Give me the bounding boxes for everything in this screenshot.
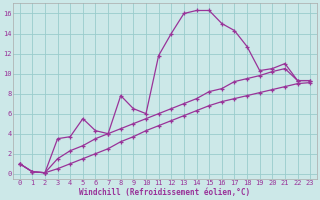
X-axis label: Windchill (Refroidissement éolien,°C): Windchill (Refroidissement éolien,°C): [79, 188, 251, 197]
